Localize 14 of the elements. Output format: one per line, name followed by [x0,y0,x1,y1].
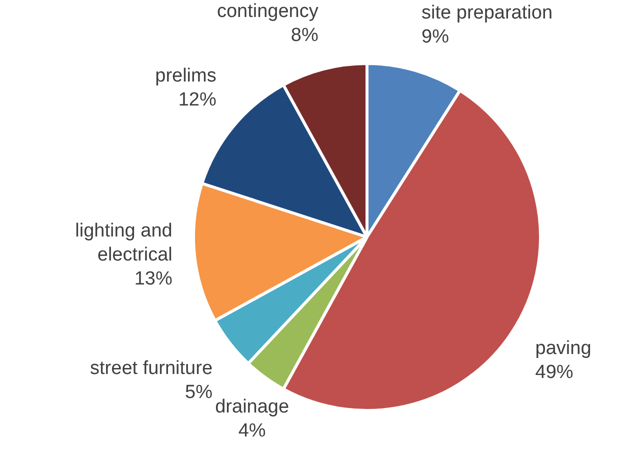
data-label: 49% [535,362,574,383]
slice-label: drainage [215,396,290,418]
data-label: 5% [185,382,213,404]
data-label: 13% [134,268,172,290]
data-label: 12% [178,90,216,111]
slice-label: street furniture [90,358,213,380]
slice-label: paving [535,338,592,359]
data-label: 4% [238,420,266,442]
slice-label: lighting and electrical [75,220,172,266]
data-label: 8% [290,24,318,46]
slice-label: contingency [216,0,319,22]
data-label: 9% [422,26,450,48]
slice-label: site preparation [422,2,553,24]
slice-label: prelims [155,66,216,87]
